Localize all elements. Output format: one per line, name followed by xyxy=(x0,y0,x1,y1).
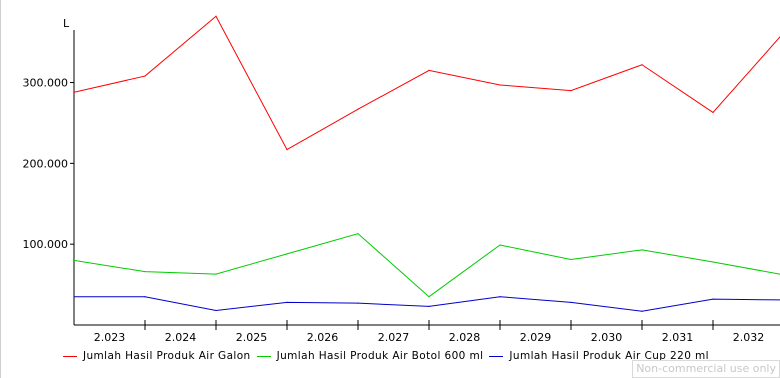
data-point xyxy=(286,301,288,303)
data-point xyxy=(357,302,359,304)
data-point xyxy=(570,301,572,303)
data-point xyxy=(286,253,288,255)
legend-item-botol: Jumlah Hasil Produk Air Botol 600 ml xyxy=(256,350,484,362)
y-axis-unit-label: L xyxy=(63,17,70,30)
data-point xyxy=(428,69,430,72)
data-point xyxy=(499,84,501,86)
data-point xyxy=(641,64,643,66)
legend-label-cup: Jumlah Hasil Produk Air Cup 220 ml xyxy=(509,350,709,362)
data-point xyxy=(428,305,430,308)
x-tick-label: 2.032 xyxy=(733,331,765,344)
data-point xyxy=(499,244,501,246)
y-tick-label: 300.000 xyxy=(23,77,69,90)
x-tick-label: 2.023 xyxy=(94,331,126,344)
legend-swatch-cup xyxy=(489,355,504,357)
data-point xyxy=(74,296,75,298)
series-2 xyxy=(74,233,780,298)
legend-item-galon: Jumlah Hasil Produk Air Galon xyxy=(63,350,251,362)
series-3 xyxy=(74,296,780,312)
x-tick-label: 2.026 xyxy=(307,331,339,344)
chart-axes: L 100.000 200.000 300.000 2.023 2.024 2.025 2.0… xyxy=(23,17,780,344)
data-point xyxy=(144,271,146,273)
legend-label-galon: Jumlah Hasil Produk Air Galon xyxy=(83,350,251,362)
chart-legend: Jumlah Hasil Produk Air Galon Jumlah Has… xyxy=(63,350,715,362)
data-point xyxy=(357,108,359,110)
data-point xyxy=(712,111,714,114)
series-line xyxy=(74,233,780,298)
data-point xyxy=(215,273,217,275)
data-point xyxy=(215,15,217,17)
x-tick-label: 2.024 xyxy=(165,331,197,344)
data-point xyxy=(570,258,572,261)
legend-swatch-botol xyxy=(256,355,271,357)
data-point xyxy=(428,296,430,298)
legend-swatch-galon xyxy=(63,355,77,357)
series-1 xyxy=(74,15,780,151)
data-point xyxy=(74,91,75,93)
data-point xyxy=(74,259,75,261)
watermark: Non-commercial use only xyxy=(632,360,780,378)
y-tick-label: 100.000 xyxy=(23,238,69,251)
data-point xyxy=(712,298,714,300)
series-line xyxy=(74,296,780,312)
x-tick-label: 2.027 xyxy=(378,331,410,344)
data-point xyxy=(641,310,643,312)
y-tick-label: 200.000 xyxy=(23,157,69,170)
data-point xyxy=(144,296,146,298)
series-line xyxy=(74,15,780,151)
data-point xyxy=(286,149,288,151)
x-tick-label: 2.030 xyxy=(591,331,623,344)
data-point xyxy=(570,90,572,92)
legend-item-cup: Jumlah Hasil Produk Air Cup 220 ml xyxy=(489,350,709,362)
data-point xyxy=(641,249,643,251)
chart-series-layer xyxy=(74,15,780,312)
data-point xyxy=(215,309,217,312)
x-tick-label: 2.025 xyxy=(236,331,268,344)
x-tick-label: 2.028 xyxy=(449,331,481,344)
x-tick-label: 2.029 xyxy=(520,331,552,344)
data-point xyxy=(144,75,146,77)
x-tick-label: 2.031 xyxy=(662,331,694,344)
data-point xyxy=(499,296,501,298)
legend-label-botol: Jumlah Hasil Produk Air Botol 600 ml xyxy=(276,350,484,362)
data-point xyxy=(712,261,714,263)
data-point xyxy=(357,233,359,235)
